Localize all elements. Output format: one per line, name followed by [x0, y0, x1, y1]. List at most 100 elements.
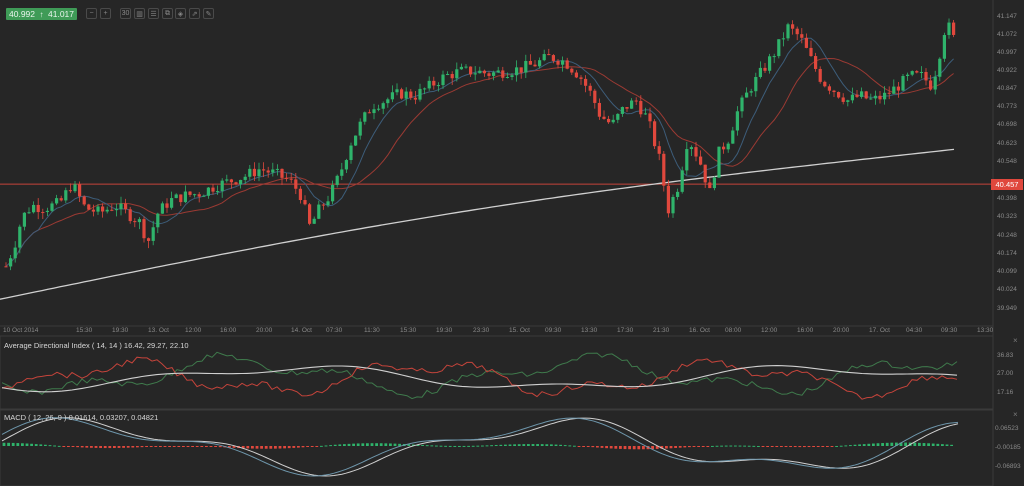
macd-histogram-bar: [44, 444, 47, 446]
macd-histogram-bar: [136, 446, 139, 448]
macd-histogram-bar: [752, 445, 756, 447]
candle: [427, 76, 431, 91]
candle: [887, 86, 891, 100]
plus-di-line: [1, 351, 958, 400]
candle: [124, 198, 128, 214]
candle: [298, 186, 302, 204]
x-tick-label: 16:00: [220, 327, 237, 334]
candle: [455, 62, 459, 82]
macd-histogram-bar: [766, 446, 769, 447]
macd-histogram-bar: [563, 445, 567, 447]
candle: [225, 174, 229, 183]
macd-histogram-bar: [301, 446, 305, 448]
macd-histogram-bar: [310, 446, 314, 447]
macd-histogram-bar: [536, 444, 539, 446]
macd-histogram-bar: [904, 442, 907, 446]
macd-histogram-bar: [706, 446, 710, 447]
macd-histogram-bar: [867, 443, 871, 446]
candle: [818, 66, 822, 84]
macd-histogram-bar: [131, 446, 135, 448]
macd-y-tick: 0.06523: [995, 425, 1019, 432]
candle: [708, 177, 712, 189]
adx-pane-title: Average Directional Index ( 14, 14 ) 16.…: [4, 341, 189, 350]
macd-histogram-bar: [177, 446, 181, 447]
macd-histogram-bar: [669, 446, 673, 449]
zoom-in-button[interactable]: +: [100, 8, 111, 19]
macd-histogram-bar: [660, 446, 664, 449]
candle: [855, 90, 859, 98]
macd-histogram-bar: [398, 443, 401, 446]
candle: [680, 166, 684, 194]
candle: [432, 76, 436, 90]
macd-histogram-bar: [315, 446, 319, 447]
candle: [128, 206, 132, 224]
candle: [791, 20, 795, 35]
template-icon: ⧉: [165, 9, 170, 17]
macd-histogram-bar: [743, 445, 746, 447]
export-button[interactable]: ⇗: [189, 8, 200, 19]
macd-histogram-bar: [596, 446, 599, 448]
candle: [892, 79, 896, 94]
macd-histogram-bar: [34, 444, 38, 446]
x-tick-label: 15. Oct: [509, 327, 530, 334]
macd-histogram-bar: [149, 446, 153, 447]
y-tick-label: 40.548: [997, 158, 1017, 165]
candle: [87, 203, 91, 211]
candle: [786, 22, 790, 41]
candle: [694, 141, 698, 162]
draw-button[interactable]: ✎: [203, 8, 214, 19]
x-tick-label: 20:00: [833, 327, 850, 334]
indicators-icon: ☰: [150, 10, 157, 18]
candle: [377, 104, 381, 112]
candle: [105, 206, 109, 214]
candle: [528, 54, 532, 65]
y-tick-label: 41.147: [997, 13, 1017, 20]
candle: [906, 72, 910, 81]
macd-histogram-bar: [103, 446, 107, 449]
macd-histogram-bar: [803, 446, 806, 448]
macd-histogram-bar: [729, 445, 733, 447]
zoom-out-button[interactable]: −: [86, 8, 97, 19]
candle: [349, 142, 353, 164]
candle: [248, 164, 252, 180]
macd-histogram-bar: [389, 443, 392, 446]
adx-y-tick: 27.00: [997, 370, 1014, 377]
macd-histogram-bar: [577, 446, 581, 447]
tag-button[interactable]: ◈: [175, 8, 186, 19]
macd-histogram-bar: [628, 446, 631, 450]
ask-price: 41.017: [48, 9, 74, 19]
macd-histogram-bar: [255, 446, 259, 449]
adx-close-icon[interactable]: ×: [1013, 336, 1018, 345]
candle: [55, 194, 59, 206]
candle: [418, 83, 422, 102]
candle: [101, 203, 105, 218]
macd-histogram-bar: [775, 446, 779, 447]
quote-badge[interactable]: 40.992 ↑ 41.017: [6, 8, 77, 20]
candle: [800, 28, 804, 44]
candle: [602, 110, 606, 120]
indicators-button[interactable]: ☰: [148, 8, 159, 19]
candle: [781, 32, 785, 47]
candle: [487, 71, 491, 80]
macd-histogram-bar: [80, 446, 84, 448]
macd-histogram-bar: [90, 446, 93, 448]
template-button[interactable]: ⧉: [162, 8, 173, 19]
macd-histogram-bar: [320, 445, 323, 447]
macd-histogram-bar: [62, 446, 66, 447]
macd-histogram-bar: [876, 443, 880, 446]
candle: [96, 204, 100, 215]
candle: [901, 74, 905, 91]
candle: [400, 87, 404, 100]
macd-histogram-bar: [605, 446, 608, 449]
candle: [326, 195, 330, 208]
macd-histogram-bar: [67, 446, 70, 447]
macd-histogram-bar: [11, 442, 15, 446]
macd-close-icon[interactable]: ×: [1013, 410, 1018, 419]
candle: [137, 217, 141, 230]
candle: [662, 150, 666, 192]
chart-type-button[interactable]: ▥: [134, 8, 145, 19]
timeframe-button[interactable]: 30: [120, 8, 131, 19]
macd-histogram-bar: [665, 446, 668, 449]
macd-histogram-bar: [287, 446, 291, 449]
